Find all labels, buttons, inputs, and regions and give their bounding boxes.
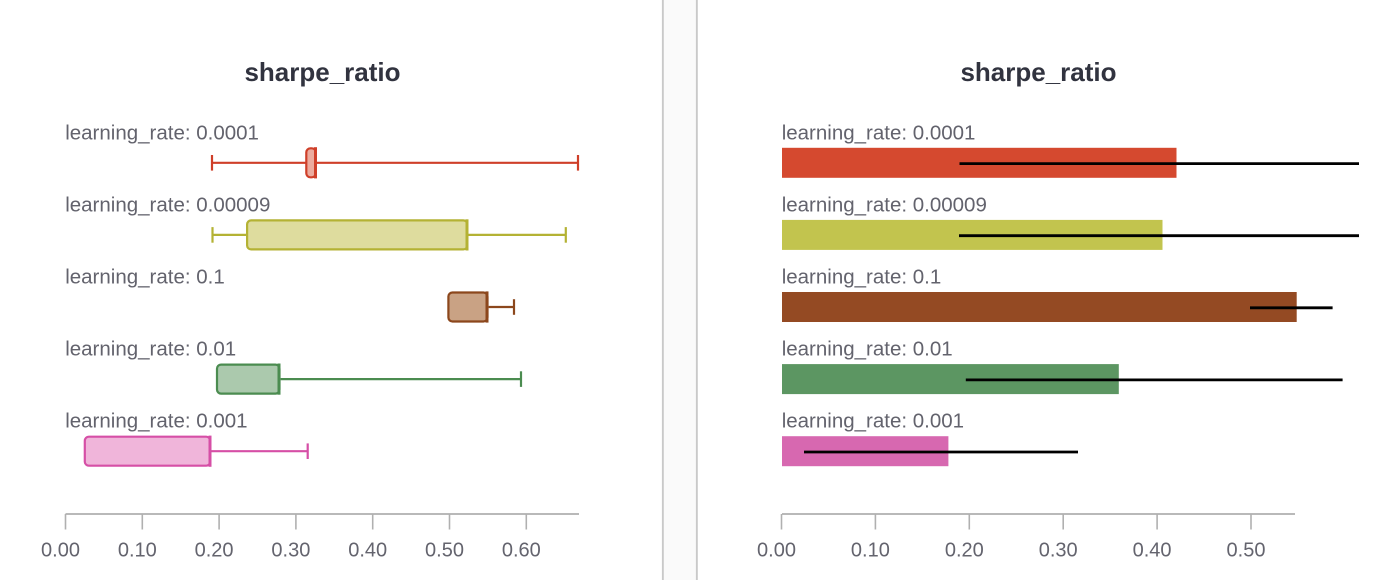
svg-text:learning_rate: 0.01: learning_rate: 0.01 — [65, 338, 236, 361]
svg-text:0.50: 0.50 — [425, 540, 464, 562]
svg-text:0.20: 0.20 — [945, 540, 984, 562]
svg-text:learning_rate: 0.00009: learning_rate: 0.00009 — [782, 193, 987, 216]
svg-text:0.10: 0.10 — [118, 540, 157, 562]
svg-text:learning_rate: 0.1: learning_rate: 0.1 — [65, 266, 225, 289]
svg-text:0.60: 0.60 — [502, 540, 541, 562]
svg-text:learning_rate: 0.001: learning_rate: 0.001 — [65, 410, 247, 433]
svg-text:learning_rate: 0.0001: learning_rate: 0.0001 — [782, 121, 976, 144]
svg-text:learning_rate: 0.01: learning_rate: 0.01 — [782, 338, 953, 361]
svg-text:0.20: 0.20 — [195, 540, 234, 562]
svg-text:0.30: 0.30 — [271, 540, 310, 562]
svg-text:0.30: 0.30 — [1039, 540, 1078, 562]
svg-text:learning_rate: 0.0001: learning_rate: 0.0001 — [65, 121, 259, 144]
svg-text:0.00: 0.00 — [41, 540, 80, 562]
svg-text:0.00: 0.00 — [757, 540, 796, 562]
svg-text:learning_rate: 0.00009: learning_rate: 0.00009 — [65, 193, 270, 216]
svg-text:learning_rate: 0.001: learning_rate: 0.001 — [782, 410, 964, 433]
svg-text:sharpe_ratio: sharpe_ratio — [960, 57, 1116, 87]
svg-text:0.10: 0.10 — [851, 540, 890, 562]
svg-text:0.40: 0.40 — [348, 540, 387, 562]
svg-text:0.50: 0.50 — [1227, 540, 1266, 562]
svg-text:learning_rate: 0.1: learning_rate: 0.1 — [782, 266, 942, 289]
svg-text:0.40: 0.40 — [1133, 540, 1172, 562]
svg-text:sharpe_ratio: sharpe_ratio — [244, 57, 400, 87]
